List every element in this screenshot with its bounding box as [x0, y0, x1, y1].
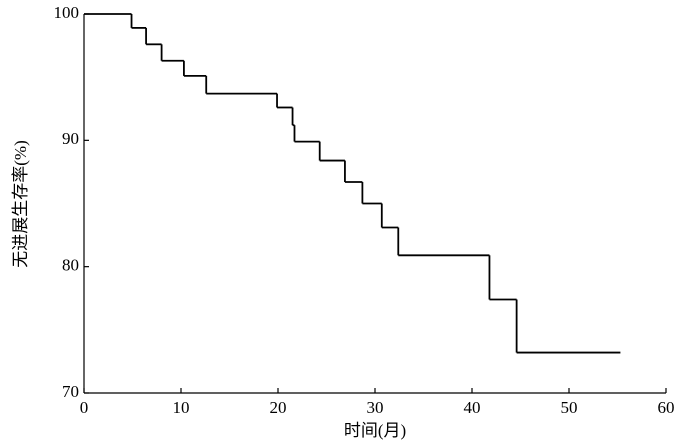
x-tick-label: 40: [464, 398, 481, 417]
y-tick-label: 70: [62, 382, 79, 401]
x-tick-label: 10: [173, 398, 190, 417]
x-tick-label: 30: [367, 398, 384, 417]
y-tick-label: 90: [62, 129, 79, 148]
x-tick-label: 60: [658, 398, 675, 417]
y-axis-label: 无进展生存率(%): [11, 140, 30, 267]
y-tick-label: 80: [62, 256, 79, 275]
x-axis-label: 时间(月): [344, 421, 406, 440]
x-tick-label: 50: [561, 398, 578, 417]
x-tick-label: 0: [80, 398, 89, 417]
x-tick-label: 20: [270, 398, 287, 417]
y-tick-label: 100: [54, 3, 80, 22]
